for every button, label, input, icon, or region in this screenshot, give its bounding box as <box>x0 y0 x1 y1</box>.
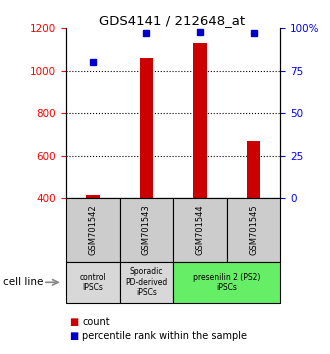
Text: presenilin 2 (PS2)
iPSCs: presenilin 2 (PS2) iPSCs <box>193 273 261 292</box>
Bar <box>66 262 119 303</box>
Text: GDS4141 / 212648_at: GDS4141 / 212648_at <box>99 14 245 27</box>
Bar <box>227 198 280 262</box>
Bar <box>173 262 280 303</box>
Text: GSM701543: GSM701543 <box>142 205 151 256</box>
Bar <box>247 141 260 198</box>
Text: ■: ■ <box>69 331 79 341</box>
Bar <box>119 198 173 262</box>
Text: control
IPSCs: control IPSCs <box>80 273 106 292</box>
Text: GSM701542: GSM701542 <box>88 205 97 256</box>
Text: cell line: cell line <box>3 277 44 287</box>
Bar <box>173 198 227 262</box>
Bar <box>86 195 100 198</box>
Text: Sporadic
PD-derived
iPSCs: Sporadic PD-derived iPSCs <box>125 267 168 297</box>
Bar <box>119 262 173 303</box>
Text: ■: ■ <box>69 317 79 327</box>
Bar <box>66 198 119 262</box>
Bar <box>193 43 207 198</box>
Text: GSM701545: GSM701545 <box>249 205 258 256</box>
Text: GSM701544: GSM701544 <box>196 205 205 256</box>
Text: count: count <box>82 317 110 327</box>
Text: percentile rank within the sample: percentile rank within the sample <box>82 331 248 341</box>
Bar <box>140 58 153 198</box>
